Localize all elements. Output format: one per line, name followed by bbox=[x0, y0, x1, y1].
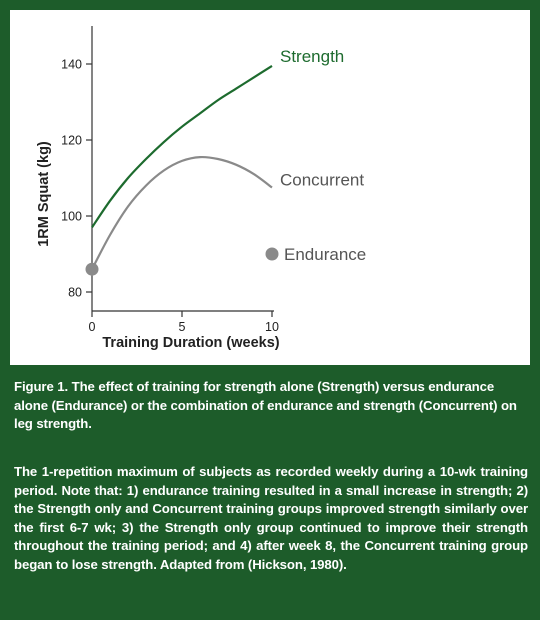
y-tick-label: 80 bbox=[68, 286, 82, 300]
figure-caption: Figure 1. The effect of training for str… bbox=[14, 379, 517, 431]
y-tick-label: 140 bbox=[61, 58, 82, 72]
y-tick-label: 120 bbox=[61, 134, 82, 148]
strength-line bbox=[91, 64, 273, 229]
endurance-point-0 bbox=[85, 262, 99, 276]
y-axis-label: 1RM Squat (kg) bbox=[36, 141, 52, 247]
strength-label: Strength bbox=[280, 47, 344, 66]
endurance-point-1 bbox=[265, 247, 279, 261]
figure-description: The 1-repetition maximum of subjects as … bbox=[14, 464, 528, 572]
chart-panel: 80 100 120 140 0 5 10 Strength Concurrent Endura… bbox=[10, 10, 530, 365]
concurrent-label: Concurrent bbox=[280, 171, 364, 190]
endurance-label: Endurance bbox=[284, 245, 366, 264]
line-chart: 80 100 120 140 0 5 10 Strength Concurrent Endura… bbox=[36, 26, 366, 351]
x-axis-label: Training Duration (weeks) bbox=[102, 335, 279, 351]
x-tick-label: 5 bbox=[179, 320, 186, 334]
concurrent-line bbox=[91, 155, 273, 270]
x-tick-label: 0 bbox=[89, 320, 96, 334]
y-tick-label: 100 bbox=[61, 210, 82, 224]
x-tick-label: 10 bbox=[265, 320, 279, 334]
